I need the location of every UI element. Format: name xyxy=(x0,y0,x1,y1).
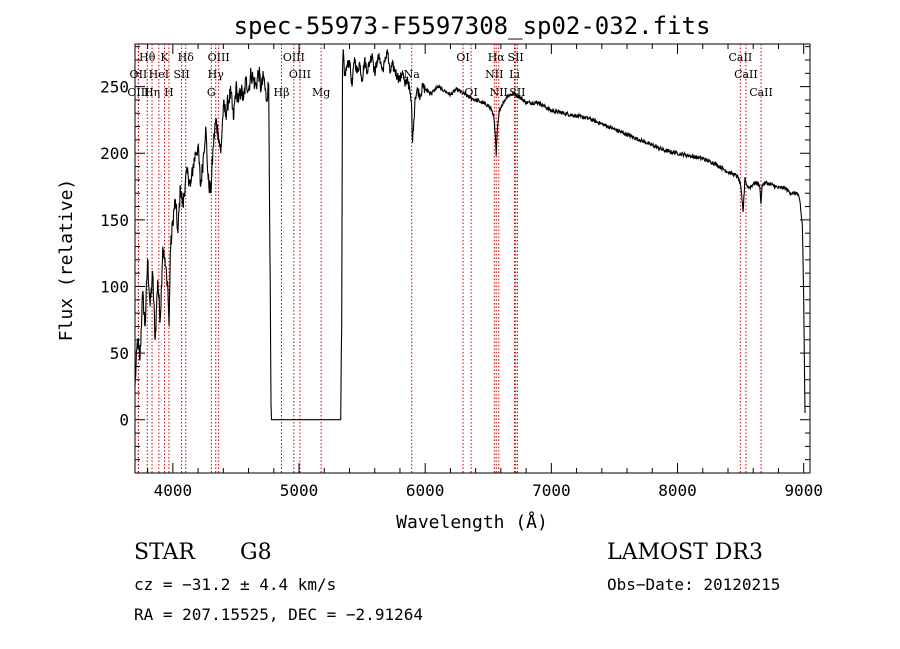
flux-series-line xyxy=(134,49,806,421)
spectral-line-label: G xyxy=(207,86,216,99)
y-tick-label: 200 xyxy=(100,144,129,163)
x-tick-label: 8000 xyxy=(658,481,697,500)
y-tick-label: 150 xyxy=(100,211,129,230)
object-class: STAR xyxy=(134,540,195,565)
spectral-line-label: OIII xyxy=(208,51,230,64)
spectral-line-label: Mg xyxy=(312,86,330,99)
coordinates-readout: RA = 207.15525, DEC = −2.91264 xyxy=(134,605,423,624)
spectral-line-label: OIII xyxy=(289,68,311,81)
y-tick-label: 100 xyxy=(100,277,129,296)
spectral-line-label: NII xyxy=(485,68,503,81)
x-tick-label: 5000 xyxy=(280,481,319,500)
y-tick-label: 250 xyxy=(100,78,129,97)
chart-title: spec-55973-F5597308_sp02-032.fits xyxy=(234,12,711,40)
spectral-line-markers xyxy=(137,44,762,473)
spectral-line-label: NII xyxy=(490,86,508,99)
spectral-line-label: OI xyxy=(456,51,469,64)
spectral-line-label: OII xyxy=(130,68,148,81)
spectral-line-label: Hα xyxy=(488,51,506,64)
x-tick-label: 6000 xyxy=(406,481,445,500)
object-subclass: G8 xyxy=(240,540,272,565)
x-tick-label: 4000 xyxy=(154,481,193,500)
spectral-line-label: Hβ xyxy=(274,86,290,99)
obs-date: Obs−Date: 20120215 xyxy=(607,575,781,594)
spectral-line-label: SII xyxy=(508,51,524,64)
x-axis-ticks: 4000 5000 6000 7000 8000 9000 xyxy=(147,44,823,500)
spectral-line-label: SII xyxy=(509,86,525,99)
x-tick-label: 7000 xyxy=(532,481,571,500)
plot-frame xyxy=(134,43,811,474)
spectral-line-label: Hδ xyxy=(178,51,195,64)
spectral-line-label: CaII xyxy=(729,51,753,64)
spectral-line-label: HeI xyxy=(149,68,169,81)
spectral-line-label: Hη xyxy=(144,86,160,99)
spectral-line-label: OIII xyxy=(283,51,305,64)
spectral-line-label: SII xyxy=(173,68,189,81)
spectral-line-label: OIII xyxy=(127,86,149,99)
y-tick-label: 0 xyxy=(119,411,129,430)
y-axis-ticks: 0 50 100 150 200 250 xyxy=(100,46,810,461)
spectral-line-label: Li xyxy=(509,68,520,81)
spectral-line-label: CaII xyxy=(734,68,758,81)
y-axis-label: Flux (relative) xyxy=(56,179,77,342)
y-tick-label: 50 xyxy=(110,344,129,363)
x-axis-label: Wavelength (Å) xyxy=(396,511,548,533)
redshift-readout: cz = −31.2 ± 4.4 km/s xyxy=(134,575,337,594)
spectral-line-label: CaII xyxy=(749,86,773,99)
spectral-line-label: K xyxy=(160,51,169,64)
spectral-line-label: Hγ xyxy=(208,68,225,81)
spectral-line-label: H xyxy=(164,86,174,99)
spectral-line-label: Hθ xyxy=(139,51,156,64)
x-tick-label: 9000 xyxy=(784,481,823,500)
survey-name: LAMOST DR3 xyxy=(607,540,763,565)
